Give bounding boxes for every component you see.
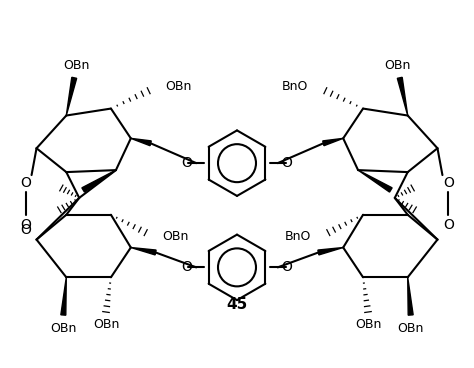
Polygon shape	[397, 77, 408, 116]
Polygon shape	[82, 170, 116, 192]
Polygon shape	[61, 277, 66, 315]
Text: OBn: OBn	[163, 230, 189, 243]
Polygon shape	[323, 138, 343, 146]
Text: OBn: OBn	[50, 322, 76, 335]
Text: BnO: BnO	[285, 230, 311, 243]
Text: O: O	[20, 176, 31, 190]
Text: OBn: OBn	[355, 318, 381, 332]
Text: OBn: OBn	[384, 59, 411, 72]
Text: O: O	[20, 218, 31, 232]
Text: O: O	[282, 156, 292, 170]
Polygon shape	[131, 138, 151, 146]
Polygon shape	[66, 77, 77, 116]
Text: OBn: OBn	[398, 322, 424, 335]
Polygon shape	[408, 277, 413, 315]
Polygon shape	[131, 248, 156, 255]
Text: O: O	[443, 176, 454, 190]
Text: OBn: OBn	[93, 318, 119, 332]
Text: O: O	[443, 218, 454, 232]
Text: O: O	[20, 223, 31, 237]
Text: O: O	[182, 156, 192, 170]
Text: O: O	[282, 261, 292, 275]
Polygon shape	[358, 170, 392, 192]
Text: O: O	[182, 261, 192, 275]
Text: BnO: BnO	[282, 80, 309, 93]
Text: 45: 45	[227, 297, 247, 312]
Text: OBn: OBn	[165, 80, 192, 93]
Polygon shape	[318, 248, 343, 255]
Text: OBn: OBn	[63, 59, 90, 72]
